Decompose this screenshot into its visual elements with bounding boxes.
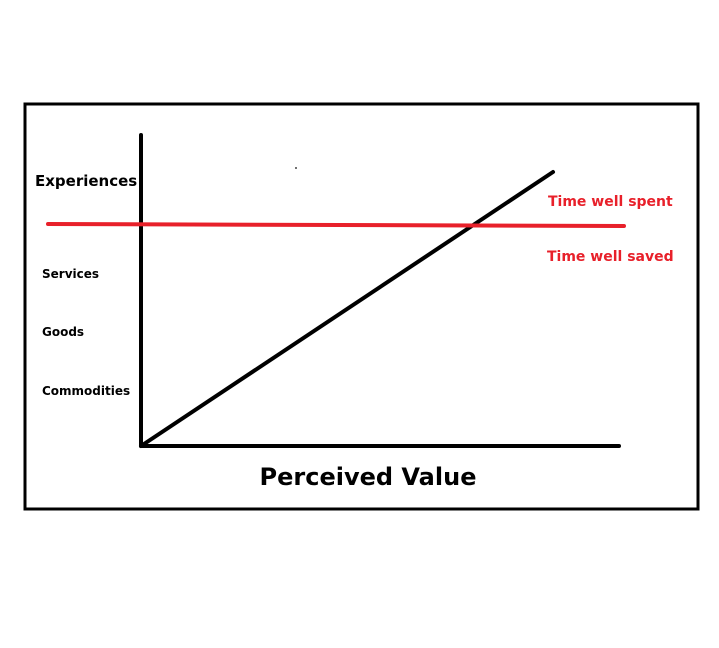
trend-line	[139, 170, 555, 448]
x-axis-label: Perceived Value	[260, 463, 477, 491]
level-label-commodities: Commodities	[42, 384, 130, 398]
level-label-experiences: Experiences	[35, 172, 137, 190]
diagram-frame	[23, 102, 700, 511]
time-well-spent-label: Time well spent	[548, 194, 673, 210]
level-label-services: Services	[42, 267, 99, 281]
level-label-goods: Goods	[42, 325, 84, 339]
threshold-line	[46, 222, 626, 228]
time-well-saved-label: Time well saved	[547, 249, 674, 265]
stray-dot	[295, 167, 297, 169]
